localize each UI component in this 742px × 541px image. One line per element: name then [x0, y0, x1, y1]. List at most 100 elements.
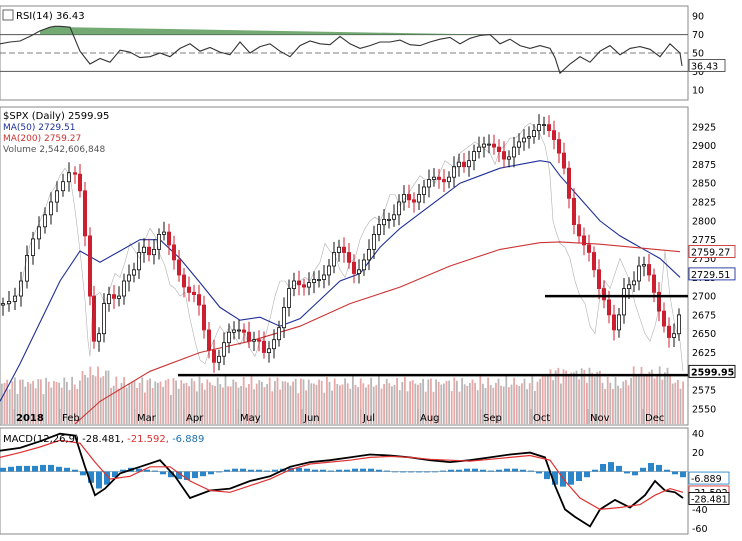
candle-body [281, 306, 286, 329]
candle-body [542, 124, 547, 126]
volume-bar [596, 371, 599, 424]
macd-histogram-bar [424, 471, 430, 473]
candle-body [336, 246, 341, 253]
volume-bar [92, 375, 94, 424]
volume-bar [222, 387, 224, 424]
x-label-oct: Oct [533, 413, 550, 424]
macd-histogram-bar [136, 468, 142, 472]
volume-bar [378, 376, 380, 424]
candle-body [537, 124, 542, 131]
volume-bar [79, 380, 81, 424]
volume-bar [24, 386, 27, 424]
volume-bar [3, 383, 6, 424]
macd-legend-histogram: -6.889 [172, 434, 204, 445]
volume-bar [84, 375, 86, 424]
volume-bar [489, 384, 492, 424]
volume-bar [560, 383, 562, 424]
macd-line-signal [0, 439, 684, 511]
candle-body [391, 214, 396, 220]
candle-body [73, 172, 78, 175]
macd-histogram-bar [504, 468, 510, 472]
macd-title: MACD(12,26,9) -28.481, -21.592, -6.889 [3, 434, 204, 445]
macd-histogram-bar [48, 464, 54, 472]
macd-histogram-bar [648, 463, 654, 472]
volume-bar [123, 377, 125, 424]
macd-histogram-bar [64, 467, 70, 472]
macd-histogram-bar [408, 471, 414, 473]
volume-bar [53, 381, 55, 424]
macd-histogram-bar [592, 469, 598, 472]
rsi-last-value: 36.43 [691, 61, 718, 72]
volume-bar [562, 369, 565, 424]
volume-bar [515, 384, 518, 424]
macd-histogram-bar [160, 471, 166, 475]
volume-bar [274, 381, 276, 424]
volume-bar [679, 388, 682, 424]
x-label-apr: Apr [186, 413, 204, 424]
candle-body [386, 218, 391, 221]
volume-bar [175, 380, 177, 424]
volume-bar [435, 379, 437, 424]
volume-bar [466, 385, 469, 424]
candle-body [411, 199, 416, 203]
volume-bar [271, 391, 274, 424]
volume-bar [661, 379, 664, 424]
price-last-value-badge [688, 364, 736, 378]
candle-body [141, 246, 146, 253]
candle-body [481, 143, 486, 148]
candle-body [627, 284, 632, 289]
volume-bar [440, 384, 443, 424]
price-tick-2775: 2775 [692, 235, 716, 246]
candle-body [572, 197, 577, 226]
candle-body [236, 329, 241, 332]
volume-bar [495, 382, 497, 424]
volume-bar [232, 379, 235, 424]
volume-bar [593, 376, 596, 424]
ma200-last-value-badge [688, 245, 736, 258]
volume-bar [448, 380, 450, 424]
candle-body [0, 303, 6, 306]
x-label-feb: Feb [62, 413, 80, 424]
volume-bar [151, 388, 154, 424]
candle-body [151, 248, 156, 256]
volume-bar [346, 383, 349, 424]
candle-body [61, 181, 66, 192]
candle-body [592, 252, 597, 271]
volume-bar [500, 385, 502, 424]
rsi-last-value-badge [688, 59, 726, 72]
candle-body [662, 310, 667, 327]
volume-bar [658, 366, 661, 424]
candle-body [532, 130, 537, 138]
macd-legend: MACD(12,26,9) -28.481, -21.592, -6.889 [3, 434, 204, 445]
macd-histogram-bar [416, 471, 422, 473]
volume-bar [250, 376, 253, 424]
candle-body [512, 146, 517, 158]
candle-body [286, 288, 291, 308]
rsi-title: RSI(14) 36.43 [16, 11, 85, 22]
x-axis-labels: 2018 Feb Mar Apr May Jun Jul Aug Sep Oct Nov Dec [13, 409, 664, 424]
macd-histogram-bar [616, 465, 622, 472]
candle-body [12, 295, 17, 302]
volume-bar [318, 379, 320, 424]
price-last-value: 2599.95 [691, 367, 734, 378]
volume-bar [544, 374, 547, 424]
volume-bar [632, 366, 635, 424]
volume-bar [276, 377, 279, 424]
volume-bar [417, 384, 419, 424]
volume-bar [578, 379, 580, 424]
macd-histogram-bar [72, 469, 78, 472]
candle-body [67, 172, 72, 183]
volume-bar [94, 376, 97, 424]
volume-bar [567, 375, 570, 424]
volume-bar [237, 387, 240, 424]
volume-bar [375, 385, 378, 424]
volume-bar [497, 378, 500, 424]
candle-body [186, 286, 191, 293]
candle-body [24, 255, 29, 282]
volume-bar [682, 381, 684, 424]
volume-bar [11, 381, 14, 424]
volume-bar [419, 383, 422, 424]
macd-histogram-bar [456, 469, 462, 472]
macd-histogram-bar [512, 468, 518, 472]
volume-bar [240, 386, 242, 424]
